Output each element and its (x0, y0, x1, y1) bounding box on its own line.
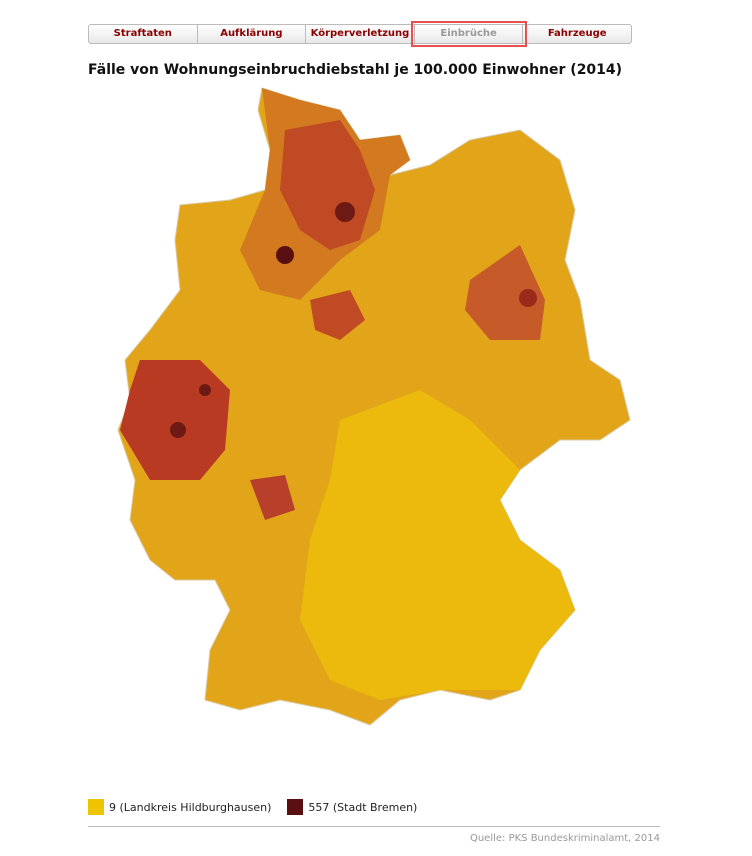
legend-label: 9 (Landkreis Hildburghausen) (109, 800, 272, 814)
legend-item: 557 (Stadt Bremen) (287, 799, 417, 815)
legend-swatch (287, 799, 304, 815)
region-berlin (465, 245, 545, 340)
divider (88, 826, 660, 827)
source: Quelle: PKS Bundeskriminalamt, 2014 (469, 833, 660, 844)
tab[interactable]: Aufklärung (198, 25, 307, 43)
legend-swatch (88, 799, 104, 815)
city-bremen (276, 246, 294, 264)
tab[interactable]: Fahrzeuge (547, 28, 607, 39)
tab[interactable]: Körperverletzung (306, 25, 415, 43)
tab-bar: Straftaten Aufklärung Körperverletzung Einb… (88, 21, 632, 47)
map (117, 87, 631, 726)
tab[interactable]: Einbrüche (410, 21, 528, 47)
region-rhein-main (250, 475, 295, 520)
region-hannover (310, 290, 365, 340)
tab[interactable]: Straftaten (89, 25, 198, 43)
legend-item: 9 (Landkreis Hildburghausen) (88, 799, 271, 815)
legend: 9 (Landkreis Hildburghausen) 557 (Stadt B… (88, 799, 417, 815)
map-title: Fälle von Wohnungseinbruchdiebstahl je 1… (88, 62, 623, 78)
city-berlin (519, 289, 537, 307)
legend-label: 557 (Stadt Bremen) (308, 800, 418, 814)
city-hamburg (335, 202, 355, 222)
city-koeln (170, 422, 186, 438)
region-south-east (300, 390, 575, 700)
city-duesseldorf (199, 384, 211, 396)
